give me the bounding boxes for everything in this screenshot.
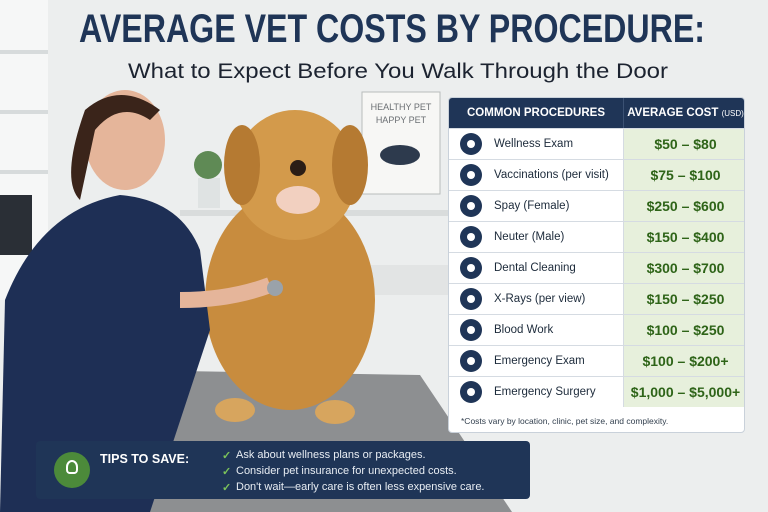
table-row: Emergency Exam $100 – $200+ xyxy=(449,345,744,376)
procedure-name: Wellness Exam xyxy=(494,138,574,150)
poster-text: HAPPY PET xyxy=(376,115,427,125)
table-row: Wellness Exam $50 – $80 xyxy=(449,128,744,159)
header: AVERAGE VET COSTS BY PROCEDURE: What to … xyxy=(79,7,705,83)
procedure-icon xyxy=(460,350,482,372)
procedure-name: Vaccinations (per visit) xyxy=(494,169,609,181)
procedure-cost: $75 – $100 xyxy=(623,160,744,190)
subtitle: What to Expect Before You Walk Through t… xyxy=(128,60,668,83)
table-row: X-Rays (per view) $150 – $250 xyxy=(449,283,744,314)
cost-table: COMMON PROCEDURES AVERAGE COST (USD) Wel… xyxy=(448,97,745,433)
table-header: AVERAGE COST (USD) xyxy=(623,98,744,128)
procedure-icon xyxy=(460,226,482,248)
tip-item: Don't wait—early care is often less expe… xyxy=(222,481,484,494)
procedure-icon xyxy=(460,164,482,186)
procedure-name: X-Rays (per view) xyxy=(494,293,586,305)
table-row: Blood Work $100 – $250 xyxy=(449,314,744,345)
procedure-name: Emergency Surgery xyxy=(494,386,596,398)
procedure-icon xyxy=(460,381,482,403)
procedure-cost: $250 – $600 xyxy=(623,191,744,221)
tip-item: Consider pet insurance for unexpected co… xyxy=(222,465,457,478)
table-header: COMMON PROCEDURES xyxy=(449,98,623,128)
table-row: Neuter (Male) $150 – $400 xyxy=(449,221,744,252)
procedure-icon xyxy=(460,257,482,279)
header-unit: (USD) xyxy=(721,108,744,118)
table-row: Spay (Female) $250 – $600 xyxy=(449,190,744,221)
procedure-name: Spay (Female) xyxy=(494,200,570,212)
table-row: Emergency Surgery $1,000 – $5,000+ xyxy=(449,376,744,407)
procedure-cost: $100 – $250 xyxy=(623,315,744,345)
procedure-cost: $50 – $80 xyxy=(623,129,744,159)
tip-item: Ask about wellness plans or packages. xyxy=(222,449,426,462)
procedure-name: Dental Cleaning xyxy=(494,262,576,274)
table-row: Vaccinations (per visit) $75 – $100 xyxy=(449,159,744,190)
procedure-icon xyxy=(460,288,482,310)
poster-text: HEALTHY PET xyxy=(371,102,432,112)
procedure-icon xyxy=(460,195,482,217)
procedure-cost: $1,000 – $5,000+ xyxy=(623,377,744,407)
bulb-icon xyxy=(54,452,90,488)
poster: HEALTHY PET HAPPY PET xyxy=(371,102,432,125)
header-text: AVERAGE COST xyxy=(627,107,719,119)
tips-title: TIPS TO SAVE: xyxy=(100,452,190,466)
procedure-name: Emergency Exam xyxy=(494,355,585,367)
procedure-name: Neuter (Male) xyxy=(494,231,565,243)
title: AVERAGE VET COSTS BY PROCEDURE: xyxy=(79,7,705,51)
footnote: *Costs vary by location, clinic, pet siz… xyxy=(461,416,669,426)
header-text: COMMON PROCEDURES xyxy=(466,107,605,119)
procedure-cost: $150 – $250 xyxy=(623,284,744,314)
procedure-cost: $100 – $200+ xyxy=(623,346,744,376)
procedure-name: Blood Work xyxy=(494,324,554,336)
table-row: Dental Cleaning $300 – $700 xyxy=(449,252,744,283)
procedure-cost: $300 – $700 xyxy=(623,253,744,283)
procedure-icon xyxy=(460,319,482,341)
procedure-icon xyxy=(460,133,482,155)
procedure-cost: $150 – $400 xyxy=(623,222,744,252)
tips-box: TIPS TO SAVE: Ask about wellness plans o… xyxy=(36,441,530,499)
